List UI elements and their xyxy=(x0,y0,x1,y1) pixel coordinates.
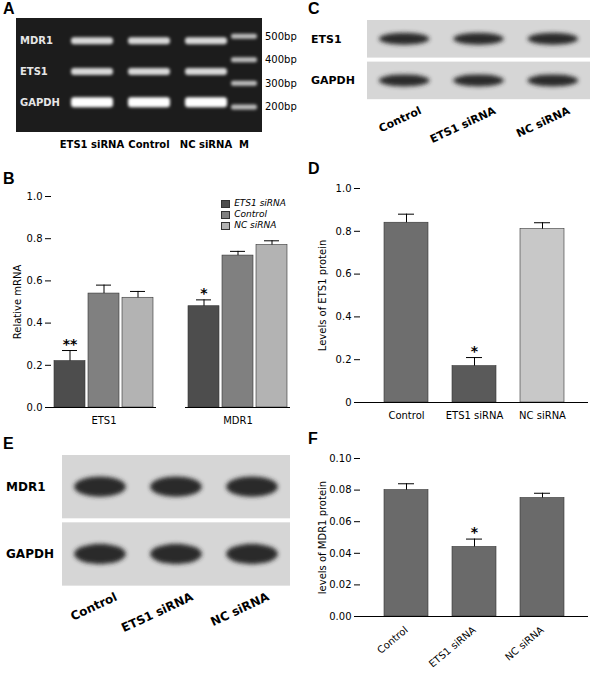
svg-text:1.0: 1.0 xyxy=(336,183,352,194)
svg-text:0.04: 0.04 xyxy=(329,548,351,559)
svg-text:ETS1 siRNA: ETS1 siRNA xyxy=(446,410,504,421)
svg-text:1.0: 1.0 xyxy=(27,191,43,202)
svg-text:0.02: 0.02 xyxy=(329,579,351,590)
svg-text:0: 0 xyxy=(345,397,351,408)
svg-text:Control: Control xyxy=(375,624,410,656)
svg-text:GAPDH: GAPDH xyxy=(6,547,54,561)
svg-text:Control: Control xyxy=(388,410,424,421)
svg-text:*: * xyxy=(471,343,479,359)
html-text:D: D xyxy=(308,160,320,177)
svg-text:0.06: 0.06 xyxy=(329,516,351,527)
svg-text:ETS1 siRNA: ETS1 siRNA xyxy=(428,104,498,146)
svg-text:**: ** xyxy=(63,336,78,352)
svg-text:0.2: 0.2 xyxy=(27,360,43,371)
svg-text:Control: Control xyxy=(377,104,424,135)
svg-text:0.6: 0.6 xyxy=(336,268,352,279)
svg-text:Relative mRNA: Relative mRNA xyxy=(12,265,23,340)
svg-text:0.0: 0.0 xyxy=(27,402,43,413)
svg-text:0.08: 0.08 xyxy=(329,484,351,495)
svg-text:*: * xyxy=(471,524,479,540)
svg-text:Control: Control xyxy=(68,590,119,624)
svg-text:200bp: 200bp xyxy=(265,101,297,112)
svg-text:500bp: 500bp xyxy=(265,31,297,42)
svg-text:NC siRNA: NC siRNA xyxy=(514,104,572,140)
html-text:B: B xyxy=(3,170,15,187)
svg-text:ETS1: ETS1 xyxy=(91,415,116,426)
html-text:E: E xyxy=(3,435,14,452)
svg-text:0.00: 0.00 xyxy=(329,611,351,622)
svg-text:0.4: 0.4 xyxy=(27,317,43,328)
svg-text:levels of MDR1 protein: levels of MDR1 protein xyxy=(317,481,328,594)
svg-text:NC siRNA: NC siRNA xyxy=(503,624,546,663)
svg-text:0.10: 0.10 xyxy=(329,453,351,464)
html-text:F: F xyxy=(308,430,318,447)
html-text:C: C xyxy=(308,0,320,17)
svg-text:0.8: 0.8 xyxy=(336,226,352,237)
svg-text:NC siRNA: NC siRNA xyxy=(208,589,272,629)
svg-text:ETS1: ETS1 xyxy=(20,66,48,77)
svg-text:ETS1 siRNA: ETS1 siRNA xyxy=(60,139,125,150)
svg-text:0.2: 0.2 xyxy=(336,354,352,365)
svg-text:Levels of ETS1 protein: Levels of ETS1 protein xyxy=(317,240,328,351)
html-text:ETS1 siRNA: ETS1 siRNA xyxy=(234,198,286,208)
svg-text:0.6: 0.6 xyxy=(27,275,43,286)
svg-text:MDR1: MDR1 xyxy=(223,415,253,426)
svg-text:MDR1: MDR1 xyxy=(20,35,53,46)
svg-text:0.8: 0.8 xyxy=(27,233,43,244)
svg-text:NC siRNA: NC siRNA xyxy=(519,410,566,421)
svg-text:ETS1 siRNA: ETS1 siRNA xyxy=(119,589,196,635)
html-text:A: A xyxy=(3,0,15,17)
svg-text:M: M xyxy=(239,139,249,150)
svg-text:Control: Control xyxy=(128,139,169,150)
html-text:Control: Control xyxy=(234,209,267,219)
svg-text:ETS1 siRNA: ETS1 siRNA xyxy=(427,624,478,670)
svg-text:MDR1: MDR1 xyxy=(6,480,46,494)
svg-text:300bp: 300bp xyxy=(265,78,297,89)
svg-text:NC siRNA: NC siRNA xyxy=(180,139,233,150)
svg-text:ETS1: ETS1 xyxy=(311,33,342,46)
svg-text:GAPDH: GAPDH xyxy=(311,74,355,87)
svg-text:0.4: 0.4 xyxy=(336,311,352,322)
html-text:NC siRNA: NC siRNA xyxy=(234,220,277,230)
svg-text:GAPDH: GAPDH xyxy=(20,97,60,108)
svg-text:400bp: 400bp xyxy=(265,54,297,65)
svg-text:*: * xyxy=(200,285,208,301)
